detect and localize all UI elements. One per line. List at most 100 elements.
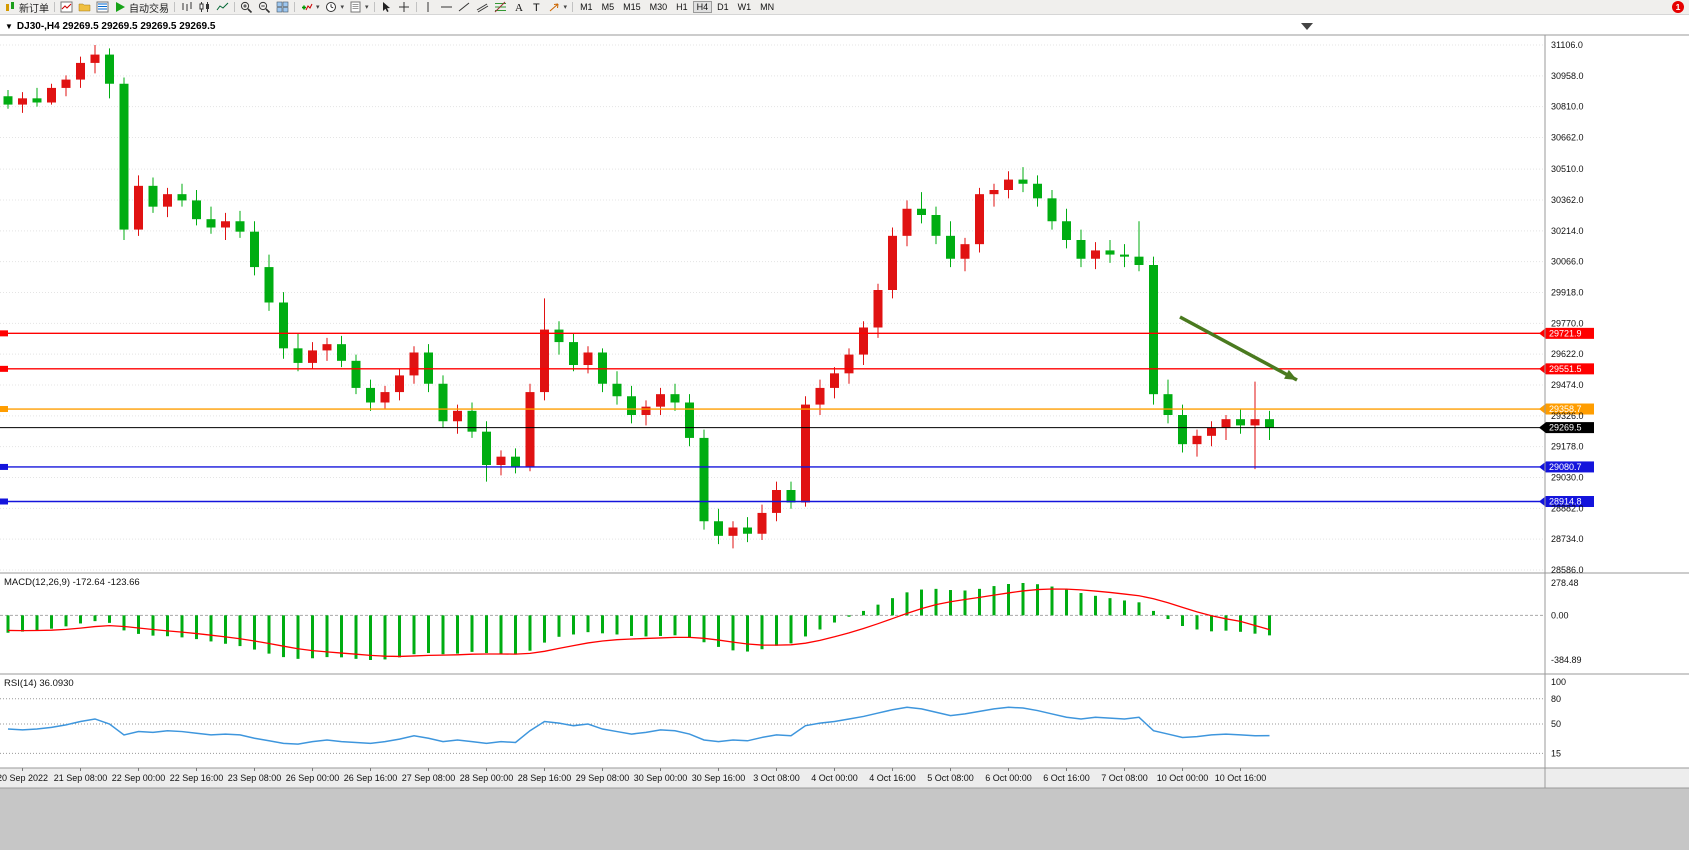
- chart-symbol-marker-icon: ▼: [5, 22, 13, 31]
- time-axis-band: [0, 768, 1689, 788]
- window-bottom-filler: [0, 788, 1689, 850]
- channel-button[interactable]: [474, 1, 491, 14]
- zoom-out-button[interactable]: [256, 1, 273, 14]
- svg-text:20 Sep 2022: 20 Sep 2022: [0, 773, 48, 783]
- text-icon: A: [512, 1, 525, 13]
- candlestick-chart-icon: [198, 1, 211, 13]
- price-axis[interactable]: 31106.0 30958.0 30810.0 30662.0 30510.0 30362…: [1551, 40, 1584, 575]
- clock-icon: [325, 1, 338, 13]
- cursor-button[interactable]: [378, 1, 395, 14]
- timeframe-mn-button[interactable]: MN: [756, 1, 778, 13]
- horizontal-lines-layer[interactable]: 29721.9 29551.5 29358.7 29080.7 28914.8: [0, 327, 1594, 507]
- profiles-icon: [78, 1, 91, 13]
- timeframe-h4-button[interactable]: H4: [692, 1, 713, 13]
- svg-text:29622.0: 29622.0: [1551, 349, 1584, 359]
- notification-badge[interactable]: 1: [1672, 1, 1684, 13]
- svg-text:27 Sep 08:00: 27 Sep 08:00: [402, 773, 456, 783]
- indicators-button[interactable]: ▾: [298, 1, 322, 14]
- timeframe-d1-button[interactable]: D1: [713, 1, 733, 13]
- main-toolbar: 新订单 自动交易 ▾ ▾ ▾ A T ▾ M1 M5 M15 M: [0, 0, 1689, 15]
- zoom-in-button[interactable]: [238, 1, 255, 14]
- svg-text:T: T: [533, 2, 540, 13]
- new-chart-icon: [60, 1, 73, 13]
- svg-text:15: 15: [1551, 748, 1561, 758]
- indicators-icon: [300, 1, 313, 13]
- candlestick-chart-button[interactable]: [196, 1, 213, 14]
- svg-text:28 Sep 16:00: 28 Sep 16:00: [518, 773, 572, 783]
- timeframe-m1-button[interactable]: M1: [576, 1, 597, 13]
- fibonacci-icon: [494, 1, 507, 13]
- timeframe-h1-button[interactable]: H1: [672, 1, 692, 13]
- svg-text:278.48: 278.48: [1551, 578, 1579, 588]
- horizontal-line-icon: [440, 1, 453, 13]
- svg-text:31106.0: 31106.0: [1551, 40, 1583, 50]
- tile-windows-button[interactable]: [274, 1, 291, 14]
- autotrading-play-icon: [114, 1, 127, 13]
- arrow-tool-icon: [548, 1, 561, 13]
- svg-text:30 Sep 00:00: 30 Sep 00:00: [634, 773, 688, 783]
- svg-text:30510.0: 30510.0: [1551, 164, 1584, 174]
- profiles-button[interactable]: [76, 1, 93, 14]
- market-watch-button[interactable]: [94, 1, 111, 14]
- horizontal-line-button[interactable]: [438, 1, 455, 14]
- svg-text:30810.0: 30810.0: [1551, 102, 1584, 112]
- price-tag: [1546, 422, 1594, 434]
- svg-text:29551.5: 29551.5: [1549, 364, 1582, 374]
- timeframe-m5-button[interactable]: M5: [598, 1, 619, 13]
- arrows-button[interactable]: ▾: [546, 1, 570, 14]
- label-button[interactable]: T: [528, 1, 545, 14]
- vertical-line-button[interactable]: [420, 1, 437, 14]
- svg-text:29721.9: 29721.9: [1549, 328, 1582, 338]
- svg-text:29358.7: 29358.7: [1549, 404, 1582, 414]
- fibonacci-button[interactable]: [492, 1, 509, 14]
- svg-text:6 Oct 00:00: 6 Oct 00:00: [985, 773, 1032, 783]
- svg-text:30958.0: 30958.0: [1551, 71, 1584, 81]
- timeframe-toolbar: M1 M5 M15 M30 H1 H4 D1 W1 MN: [576, 1, 778, 13]
- zoom-in-icon: [240, 1, 253, 13]
- line-chart-icon: [216, 1, 229, 13]
- timeframe-w1-button[interactable]: W1: [734, 1, 756, 13]
- svg-text:4 Oct 00:00: 4 Oct 00:00: [811, 773, 858, 783]
- trendline-button[interactable]: [456, 1, 473, 14]
- svg-text:29269.5: 29269.5: [1549, 423, 1582, 433]
- svg-text:3 Oct 08:00: 3 Oct 08:00: [753, 773, 800, 783]
- time-axis[interactable]: 20 Sep 2022 21 Sep 08:00 22 Sep 00:00 22 Se…: [0, 768, 1266, 783]
- svg-text:29326.0: 29326.0: [1551, 411, 1584, 421]
- hline-left-marker: [0, 498, 8, 505]
- autotrading-button[interactable]: 自动交易: [112, 1, 171, 15]
- label-icon: T: [530, 1, 543, 13]
- svg-text:30 Sep 16:00: 30 Sep 16:00: [692, 773, 746, 783]
- hline-left-marker: [0, 330, 8, 337]
- chart-shift-marker[interactable]: [1301, 23, 1313, 30]
- svg-text:29918.0: 29918.0: [1551, 288, 1584, 298]
- svg-text:21 Sep 08:00: 21 Sep 08:00: [54, 773, 108, 783]
- svg-text:-384.89: -384.89: [1551, 655, 1582, 665]
- rsi-label: RSI(14) 36.0930: [4, 678, 74, 689]
- templates-button[interactable]: ▾: [347, 1, 371, 14]
- svg-text:22 Sep 00:00: 22 Sep 00:00: [112, 773, 166, 783]
- periods-button[interactable]: ▾: [323, 1, 347, 14]
- chevron-down-icon: ▾: [340, 4, 345, 11]
- trend-arrow[interactable]: [1179, 315, 1298, 382]
- crosshair-button[interactable]: [396, 1, 413, 14]
- toolbar-separator: [174, 2, 175, 12]
- text-button[interactable]: A: [510, 1, 527, 14]
- timeframe-m15-button[interactable]: M15: [619, 1, 645, 13]
- line-chart-button[interactable]: [214, 1, 231, 14]
- svg-text:29030.0: 29030.0: [1551, 473, 1584, 483]
- svg-text:100: 100: [1551, 677, 1566, 687]
- macd-signal-line: [7, 588, 1270, 658]
- bar-chart-icon: [180, 1, 193, 13]
- chevron-down-icon: ▾: [316, 4, 320, 11]
- new-order-button[interactable]: 新订单: [2, 1, 51, 15]
- timeframe-m30-button[interactable]: M30: [646, 1, 672, 13]
- zoom-out-icon: [258, 1, 271, 13]
- bar-chart-button[interactable]: [178, 1, 195, 14]
- new-chart-button[interactable]: [58, 1, 75, 14]
- svg-text:10 Oct 16:00: 10 Oct 16:00: [1215, 773, 1267, 783]
- svg-text:6 Oct 16:00: 6 Oct 16:00: [1043, 773, 1090, 783]
- market-watch-icon: [96, 1, 109, 13]
- svg-text:28 Sep 00:00: 28 Sep 00:00: [460, 773, 514, 783]
